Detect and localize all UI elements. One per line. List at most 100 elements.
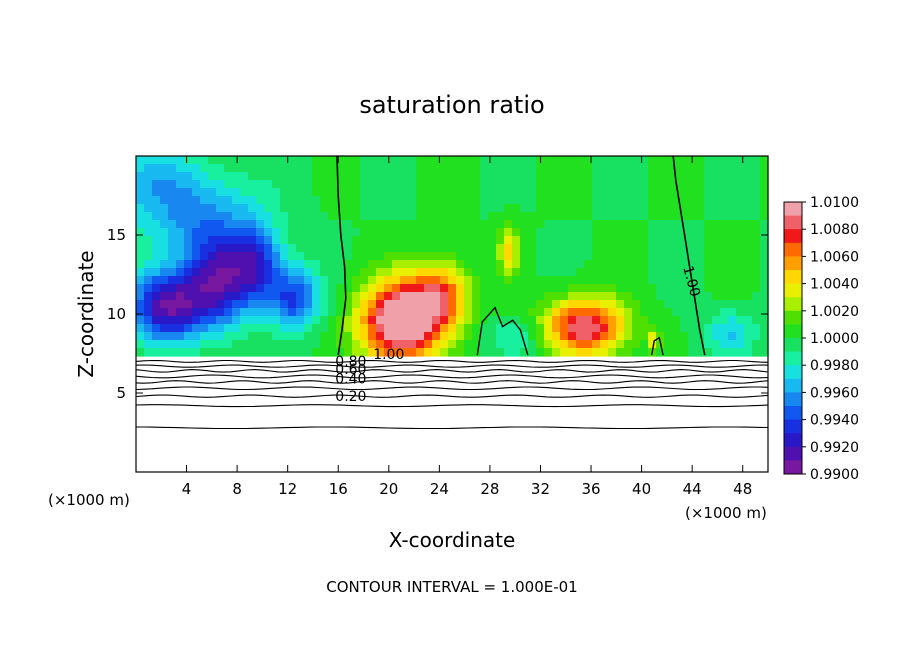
field-cell — [408, 204, 417, 213]
field-cell — [272, 156, 281, 165]
field-cell — [216, 260, 225, 269]
field-cell — [408, 244, 417, 253]
field-cell — [696, 308, 705, 317]
field-cell — [520, 292, 529, 301]
field-cell — [584, 188, 593, 197]
field-cell — [280, 180, 289, 189]
field-cell — [720, 260, 729, 269]
field-cell — [616, 212, 625, 221]
field-cell — [712, 244, 721, 253]
field-cell — [744, 300, 753, 309]
field-cell — [736, 212, 745, 221]
field-cell — [216, 332, 225, 341]
field-cell — [672, 244, 681, 253]
field-cell — [744, 252, 753, 261]
field-cell — [360, 172, 369, 181]
field-cell — [368, 300, 377, 309]
field-cell — [352, 164, 361, 173]
field-cell — [696, 156, 705, 165]
field-cell — [328, 196, 337, 205]
field-cell — [296, 204, 305, 213]
field-cell — [760, 156, 769, 165]
x-tick-label: 12 — [278, 480, 297, 498]
field-cell — [264, 212, 273, 221]
field-cell — [384, 292, 393, 301]
field-cell — [520, 284, 529, 293]
field-cell — [720, 340, 729, 349]
field-cell — [328, 228, 337, 237]
field-cell — [584, 276, 593, 285]
field-cell — [248, 284, 257, 293]
field-cell — [624, 340, 633, 349]
field-cell — [312, 332, 321, 341]
field-cell — [264, 284, 273, 293]
field-cell — [136, 252, 145, 261]
field-cell — [560, 252, 569, 261]
field-cell — [648, 260, 657, 269]
field-cell — [336, 324, 345, 333]
field-cell — [400, 212, 409, 221]
field-cell — [656, 196, 665, 205]
field-cell — [456, 300, 465, 309]
field-cell — [528, 188, 537, 197]
field-cell — [688, 268, 697, 277]
field-cell — [328, 324, 337, 333]
field-cell — [712, 348, 721, 357]
field-cell — [160, 164, 169, 173]
field-cell — [152, 260, 161, 269]
field-cell — [200, 268, 209, 277]
field-cell — [320, 340, 329, 349]
field-cell — [440, 180, 449, 189]
field-cell — [168, 284, 177, 293]
field-cell — [728, 324, 737, 333]
field-cell — [600, 180, 609, 189]
field-cell — [616, 316, 625, 325]
field-cell — [320, 260, 329, 269]
colorbar-swatch — [784, 202, 802, 217]
field-cell — [200, 340, 209, 349]
field-cell — [464, 260, 473, 269]
field-cell — [568, 236, 577, 245]
field-cell — [728, 220, 737, 229]
field-cell — [408, 308, 417, 317]
field-cell — [640, 260, 649, 269]
field-cell — [200, 324, 209, 333]
field-cell — [320, 172, 329, 181]
field-cell — [368, 228, 377, 237]
field-cell — [680, 292, 689, 301]
field-cell — [144, 300, 153, 309]
field-cell — [720, 292, 729, 301]
field-cell — [264, 252, 273, 261]
field-cell — [216, 316, 225, 325]
field-cell — [160, 300, 169, 309]
field-cell — [720, 156, 729, 165]
field-cell — [504, 188, 513, 197]
field-cell — [208, 228, 217, 237]
field-cell — [152, 300, 161, 309]
field-cell — [672, 156, 681, 165]
field-cell — [288, 308, 297, 317]
field-cell — [344, 332, 353, 341]
field-cell — [624, 236, 633, 245]
field-cell — [632, 260, 641, 269]
field-cell — [688, 196, 697, 205]
field-cell — [192, 156, 201, 165]
field-cell — [448, 204, 457, 213]
field-cell — [600, 252, 609, 261]
field-cell — [760, 348, 769, 357]
field-cell — [648, 228, 657, 237]
field-cell — [208, 316, 217, 325]
field-cell — [536, 300, 545, 309]
field-cell — [696, 340, 705, 349]
field-cell — [656, 220, 665, 229]
field-cell — [216, 300, 225, 309]
field-cell — [696, 292, 705, 301]
field-cell — [688, 164, 697, 173]
field-cell — [360, 308, 369, 317]
field-cell — [200, 204, 209, 213]
field-cell — [648, 156, 657, 165]
field-cell — [632, 292, 641, 301]
field-cell — [392, 276, 401, 285]
field-cell — [720, 308, 729, 317]
field-cell — [680, 332, 689, 341]
